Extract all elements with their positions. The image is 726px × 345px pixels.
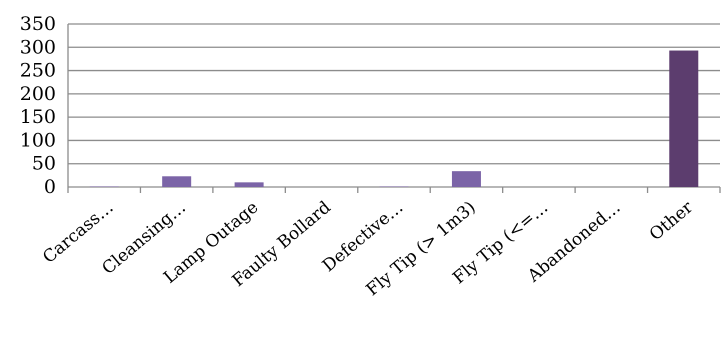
y-tick-label: 250 xyxy=(20,60,56,82)
bar xyxy=(451,171,481,187)
y-tick-label: 100 xyxy=(20,129,56,151)
bar xyxy=(162,176,192,187)
bar xyxy=(669,50,699,187)
bar xyxy=(234,182,264,187)
y-tick-label: 200 xyxy=(20,83,56,105)
y-tick-label: 50 xyxy=(32,153,56,175)
y-tick-label: 300 xyxy=(20,36,56,58)
y-tick-label: 150 xyxy=(20,106,56,128)
y-tick-label: 0 xyxy=(44,176,56,198)
x-category-label: Other xyxy=(646,197,698,245)
y-tick-label: 350 xyxy=(20,13,56,35)
